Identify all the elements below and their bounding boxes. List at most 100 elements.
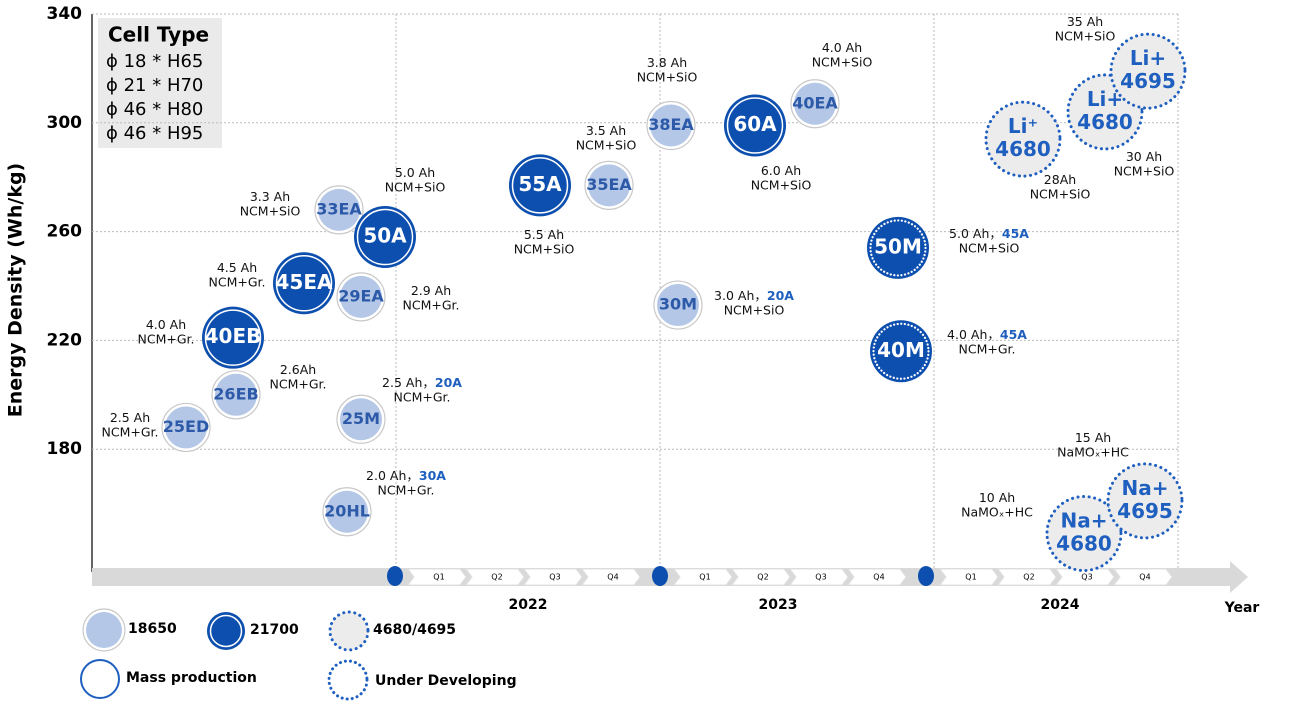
bubble-ring — [204, 309, 262, 366]
note: NCM+SiO — [576, 138, 637, 153]
quarter-chevron — [789, 568, 849, 586]
bubble-label: 4695 — [1117, 499, 1173, 523]
quarter-label: Q4 — [1139, 573, 1150, 582]
quarter-chevron — [939, 568, 999, 586]
bubble — [870, 320, 932, 383]
note-text: 30 Ah — [1126, 149, 1162, 164]
note: NCM+Gr. — [102, 425, 159, 440]
note: 28Ah — [1044, 172, 1076, 187]
note-text: 4.0 Ah — [822, 40, 862, 55]
bubble-label: 25M — [342, 409, 380, 428]
note: 4.0 Ah — [822, 40, 862, 55]
bubble — [509, 154, 571, 217]
quarter-chevron — [847, 568, 907, 586]
bubble-label: 40EB — [205, 324, 262, 348]
quarter-label: Q4 — [873, 573, 884, 582]
bubble — [650, 104, 692, 147]
quarter-chevron — [1055, 568, 1115, 586]
bubble — [215, 373, 257, 416]
bubble — [1109, 32, 1187, 110]
bubble-label: 45EA — [276, 270, 333, 294]
note: NCM+Gr. — [270, 377, 327, 392]
bubble-label: 38EA — [648, 115, 694, 134]
bubble-ring — [869, 219, 927, 277]
note: NaMOₓ+HC — [961, 505, 1033, 520]
bubble-label: 26EB — [213, 384, 258, 403]
bubble-label: 40M — [877, 338, 925, 362]
note: 4.0 Ah — [146, 317, 186, 332]
bubble-label: 55A — [518, 172, 562, 196]
note: 2.9 Ah — [411, 283, 451, 298]
cell-type-item: ϕ 18 * H65 — [106, 51, 203, 72]
quarter-label: Q3 — [549, 573, 560, 582]
note: NCM+SiO — [724, 303, 785, 318]
bubble-label: 25ED — [163, 417, 209, 436]
note-rate: 30A — [419, 468, 446, 483]
bubble-label: Na+ — [1061, 509, 1108, 533]
bubble — [207, 612, 245, 650]
note: 4.0 Ah，45A — [947, 327, 1027, 342]
bubble-label: 50A — [363, 224, 407, 248]
bubble — [202, 306, 264, 369]
legend-swatch — [80, 659, 120, 699]
x-axis-title: Year — [1224, 600, 1260, 616]
note-rate: 20A — [435, 375, 462, 390]
note-text: 4.0 Ah — [146, 317, 186, 332]
note: 2.6Ah — [280, 362, 316, 377]
bubble-label: 35EA — [586, 175, 632, 194]
note: 5.5 Ah — [524, 227, 564, 242]
bubble — [794, 82, 836, 125]
cell-type-item: ϕ 46 * H80 — [106, 99, 203, 120]
bubble — [1106, 462, 1184, 540]
y-axis-title: Energy Density (Wh/kg) — [5, 163, 27, 417]
y-tick-label: 180 — [47, 439, 83, 459]
note: NCM+Gr. — [403, 298, 460, 313]
note: NCM+SiO — [637, 70, 698, 85]
note: 2.5 Ah — [110, 410, 150, 425]
quarter-label: Q3 — [815, 573, 826, 582]
bubble-label: Li⁺ — [1008, 114, 1038, 138]
note: 2.0 Ah，30A — [366, 468, 446, 483]
note-text: 5.0 Ah， — [949, 226, 1002, 241]
legend-swatch — [327, 659, 369, 701]
bubble-label: 33EA — [316, 199, 362, 218]
y-tick-label: 220 — [47, 330, 83, 350]
cell-type-box — [98, 18, 222, 148]
note: NaMOₓ+HC — [1057, 445, 1129, 460]
timeline-node — [918, 566, 934, 586]
note-text: 2.0 Ah， — [366, 468, 419, 483]
note: NCM+SiO — [385, 180, 446, 195]
quarter-label: Q2 — [491, 573, 502, 582]
bubble-label: 60A — [733, 112, 777, 136]
bubble — [657, 284, 699, 327]
note-text: 2.9 Ah — [411, 283, 451, 298]
note: NCM+Gr. — [209, 275, 266, 290]
bubble-ring — [356, 208, 414, 266]
note: 3.8 Ah — [647, 55, 687, 70]
note: NCM+SiO — [1030, 187, 1091, 202]
quarter-chevron — [673, 568, 733, 586]
quarter-label: Q3 — [1081, 573, 1092, 582]
note-text: 2.6Ah — [280, 362, 316, 377]
bubble-ring — [511, 157, 569, 214]
quarter-chevron — [1113, 568, 1173, 586]
legend-label: 4680/4695 — [373, 622, 456, 638]
quarter-chevron — [731, 568, 791, 586]
bubble-label: 20HL — [324, 501, 370, 520]
note-text: 10 Ah — [979, 490, 1015, 505]
quarter-chevron — [997, 568, 1057, 586]
note-rate: 20A — [767, 288, 794, 303]
bubble — [328, 610, 370, 652]
note: 5.0 Ah，45A — [949, 226, 1029, 241]
y-tick-label: 300 — [47, 113, 83, 133]
note: NCM+SiO — [1055, 29, 1116, 44]
timeline-node — [387, 566, 403, 586]
note-rate: 45A — [1000, 327, 1027, 342]
quarter-chevron — [523, 568, 583, 586]
note: NCM+SiO — [1114, 164, 1175, 179]
bubble-ring — [275, 255, 333, 312]
bubble — [165, 406, 207, 449]
bubble-label: 50M — [874, 234, 922, 258]
note: 3.3 Ah — [250, 189, 290, 204]
